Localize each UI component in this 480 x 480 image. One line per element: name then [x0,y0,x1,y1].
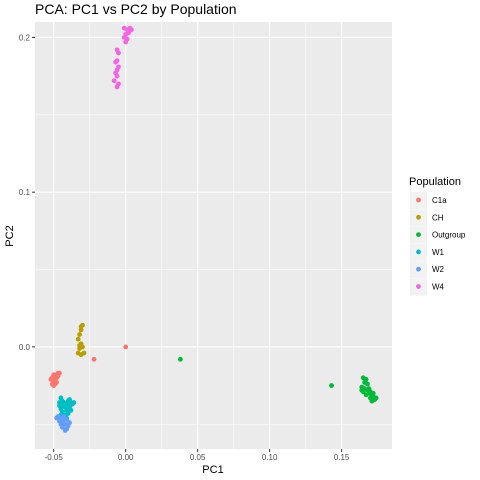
point-c1a [54,380,59,385]
point-c1a [51,383,57,388]
point-ch [81,350,87,356]
legend-label-outgroup: Outgroup [432,231,466,240]
legend-swatch-w2 [416,266,421,272]
y-axis: 0.0 0.1 0.2 [19,33,35,352]
point-c1a [57,370,62,376]
point-w2 [61,414,67,419]
point-ch [78,327,84,333]
x-tick-label: 0.05 [190,453,206,462]
y-tick-label: 0.2 [19,33,31,42]
legend-label-w4: W4 [432,283,445,292]
point-w4 [116,50,121,56]
point-w4 [114,84,120,90]
point-outgroup [373,395,379,401]
legend: Population C1a CH Outgroup W1 W2 W4 [409,176,466,296]
point-w1 [71,400,77,405]
x-tick-label: 0.00 [118,453,134,462]
legend-swatch-outgroup [416,232,421,238]
point-c1a [123,344,129,350]
point-outgroup [362,380,368,385]
x-tick-label: -0.05 [45,453,64,462]
point-outgroup [370,390,376,396]
point-c1a [91,356,97,362]
point-ch [80,322,85,328]
legend-label-ch: CH [432,213,444,222]
point-ch [77,332,83,337]
x-axis-title: PC1 [202,464,223,476]
point-outgroup [368,395,373,401]
point-outgroup [363,392,369,398]
point-w1 [65,411,71,416]
y-tick-label: 0.1 [19,188,31,197]
point-outgroup [359,387,365,393]
point-w1 [67,397,72,402]
legend-swatch-w1 [416,249,421,255]
point-ch [75,336,81,342]
point-w2 [57,417,62,423]
point-outgroup [329,383,334,388]
point-w4 [114,73,120,79]
y-tick-label: 0.0 [19,343,31,352]
point-w4 [113,59,119,65]
grid-major [35,22,392,449]
legend-label-w2: W2 [432,265,445,274]
point-c1a [48,376,54,382]
point-outgroup [177,356,183,362]
point-c1a [51,372,57,378]
legend-swatch-ch [416,214,421,220]
legend-label-c1a: C1a [432,196,447,205]
legend-label-w1: W1 [432,248,445,257]
point-w2 [58,421,64,427]
grid-minor [35,22,392,449]
legend-swatch-w4 [416,284,421,289]
plot-panel [35,22,392,449]
chart-title: PCA: PC1 vs PC2 by Population [35,1,237,17]
legend-items: C1a CH Outgroup W1 W2 W4 [410,192,466,296]
point-ch [77,346,83,351]
legend-swatch-c1a [416,197,421,203]
point-w1 [68,407,74,413]
point-w1 [65,403,71,409]
x-tick-label: 0.10 [262,453,278,462]
x-tick-label: 0.15 [334,453,350,462]
point-w2 [62,428,68,433]
point-w2 [67,420,72,426]
point-w1 [59,401,65,407]
point-w2 [64,417,70,423]
point-w4 [111,78,117,84]
data-points [48,25,379,433]
x-axis: -0.05 0.00 0.05 0.10 0.15 [45,449,350,462]
legend-title: Population [409,176,461,188]
point-w4 [123,39,129,45]
point-w4 [129,27,134,33]
point-outgroup [366,386,372,392]
y-axis-title: PC2 [4,225,16,246]
